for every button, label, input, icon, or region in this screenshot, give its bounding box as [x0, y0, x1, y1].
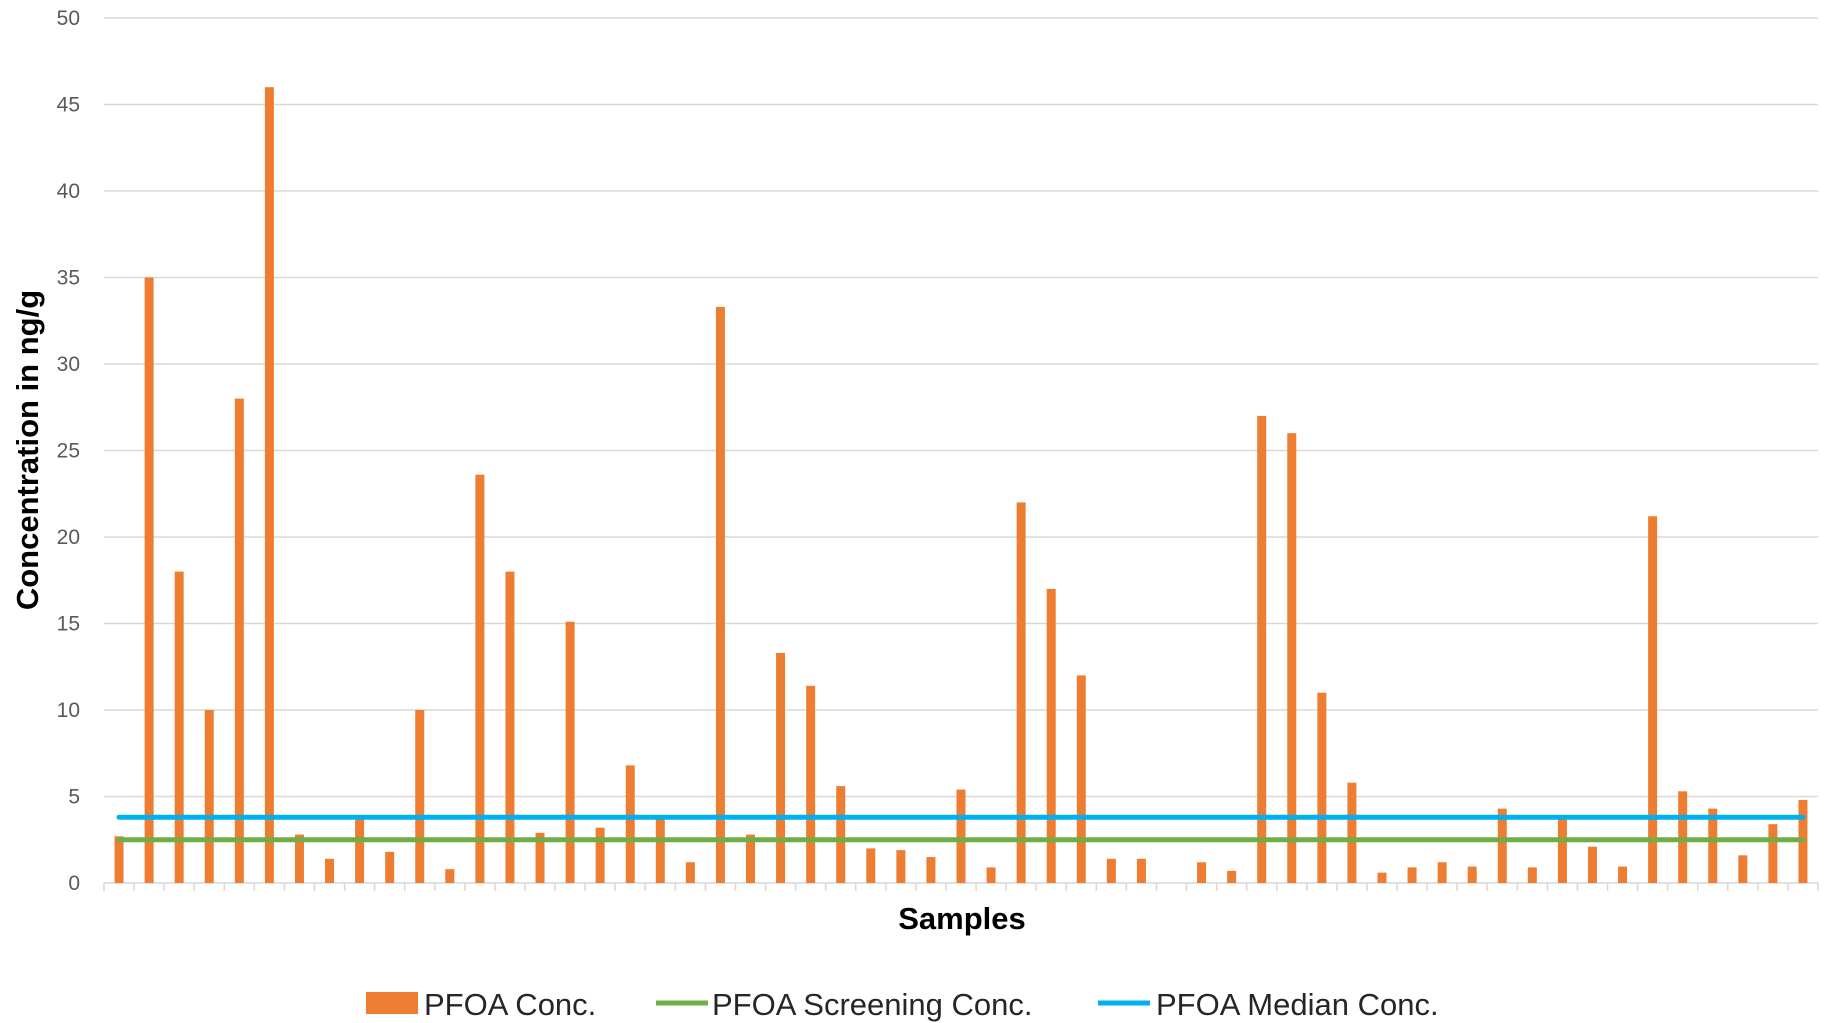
- bar: [1678, 791, 1688, 883]
- bar: [385, 851, 395, 883]
- bar: [1317, 692, 1327, 883]
- x-axis-title: Samples: [898, 901, 1026, 936]
- bar: [325, 858, 335, 883]
- y-tick-label: 35: [57, 267, 80, 290]
- bar: [415, 710, 425, 883]
- bar: [1587, 846, 1597, 883]
- bar: [746, 834, 756, 883]
- bar: [1618, 866, 1628, 883]
- bar: [896, 850, 906, 883]
- bar: [715, 306, 725, 883]
- bar-series: [114, 87, 1808, 883]
- bar: [294, 834, 304, 883]
- bar: [234, 398, 244, 883]
- bar: [926, 857, 936, 883]
- bar: [1076, 675, 1086, 883]
- bar: [505, 571, 515, 883]
- legend: PFOA Conc. PFOA Screening Conc. PFOA Med…: [366, 987, 1439, 1022]
- bar: [1648, 516, 1658, 883]
- bar: [174, 571, 184, 883]
- bar: [776, 652, 786, 883]
- bar: [836, 786, 846, 883]
- bar: [114, 836, 124, 883]
- bar: [595, 827, 605, 883]
- y-axis-title: Concentration in ng/g: [10, 290, 45, 610]
- y-axis-ticks: 0 5 10 15 20 25 30 35 40 45 50: [57, 7, 80, 895]
- legend-bar-label: PFOA Conc.: [424, 987, 596, 1022]
- bar: [1467, 866, 1477, 883]
- bar: [204, 710, 214, 883]
- gridlines: [104, 17, 1818, 798]
- bar: [565, 621, 575, 883]
- y-tick-label: 40: [57, 180, 80, 203]
- bar: [1227, 870, 1237, 883]
- bar: [1106, 858, 1116, 883]
- bar: [1738, 855, 1748, 883]
- bar: [866, 848, 876, 883]
- bar: [1136, 858, 1146, 883]
- bar: [1768, 824, 1778, 883]
- bar: [1257, 415, 1267, 883]
- legend-screening-label: PFOA Screening Conc.: [712, 987, 1033, 1022]
- bar: [1046, 588, 1056, 883]
- bar: [144, 277, 154, 883]
- bar: [1708, 808, 1718, 883]
- y-tick-label: 25: [57, 440, 80, 463]
- y-tick-label: 15: [57, 613, 80, 636]
- bar: [535, 832, 545, 883]
- bar: [625, 765, 635, 883]
- bar: [655, 818, 665, 883]
- bar: [1287, 433, 1297, 883]
- y-tick-label: 10: [57, 699, 80, 722]
- legend-bar-swatch: [366, 992, 418, 1014]
- bar: [986, 867, 996, 883]
- bar: [956, 789, 966, 883]
- bar: [1527, 867, 1537, 883]
- y-tick-label: 0: [68, 872, 80, 895]
- y-tick-label: 30: [57, 353, 80, 376]
- x-axis-tick-marks: [103, 883, 1819, 891]
- bar: [1497, 808, 1507, 883]
- bar: [475, 474, 485, 883]
- bar: [1557, 817, 1567, 883]
- bar: [1347, 782, 1357, 883]
- bar: [1377, 872, 1387, 883]
- bar: [1197, 862, 1207, 883]
- y-tick-label: 5: [68, 786, 80, 809]
- bar: [1437, 862, 1447, 883]
- bar: [264, 87, 274, 883]
- y-tick-label: 50: [57, 7, 80, 30]
- bar: [806, 685, 816, 883]
- bar: [685, 862, 695, 883]
- bar: [445, 869, 455, 883]
- bar: [355, 818, 365, 883]
- y-tick-label: 45: [57, 94, 80, 117]
- y-tick-label: 20: [57, 526, 80, 549]
- bar: [1407, 867, 1417, 883]
- bar: [1016, 502, 1026, 883]
- legend-median-label: PFOA Median Conc.: [1156, 987, 1439, 1022]
